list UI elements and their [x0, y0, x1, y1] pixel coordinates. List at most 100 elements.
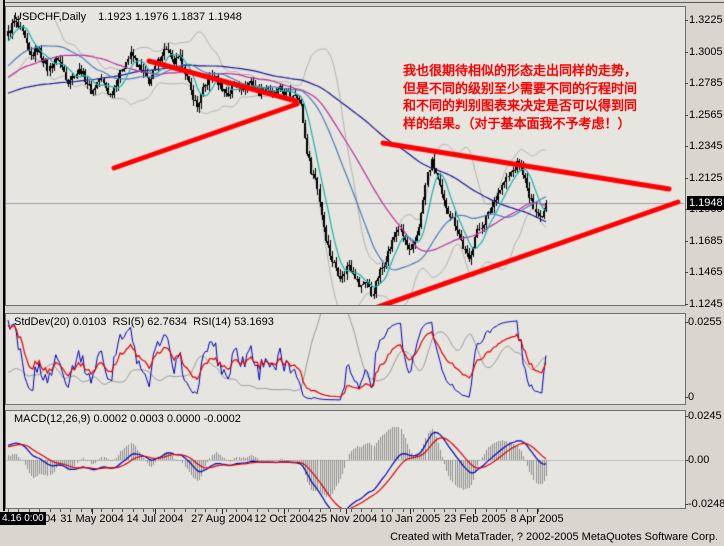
price-axis-label: 1.1465: [689, 266, 723, 278]
time-axis-major-tick: [92, 509, 93, 514]
time-axis-minor-tick: [527, 509, 528, 512]
macd-axis-max-label: 0.0245: [688, 410, 722, 422]
price-axis-label: 1.1245: [689, 298, 723, 310]
time-axis-minor-tick: [455, 509, 456, 512]
time-axis-minor-tick: [434, 509, 435, 512]
time-axis-minor-tick: [465, 509, 466, 512]
time-axis-minor-tick: [216, 509, 217, 512]
time-axis-minor-tick: [60, 509, 61, 512]
macd-axis-min-label: -0.0248: [688, 498, 724, 510]
time-axis-minor-tick: [351, 509, 352, 512]
time-axis-minor-tick: [413, 509, 414, 512]
time-axis-minor-tick: [133, 509, 134, 512]
time-axis-label: 14 Jul 2004: [126, 513, 184, 525]
time-axis-minor-tick: [486, 509, 487, 512]
time-axis-minor-tick: [247, 509, 248, 512]
window-frame-left: [3, 0, 5, 511]
price-axis-tick: [685, 209, 688, 210]
stddev-rsi-canvas[interactable]: [6, 314, 684, 404]
stddev-axis-zero-label: 0: [688, 391, 695, 403]
price-axis-tick: [685, 83, 688, 84]
time-axis-major-tick: [155, 509, 156, 514]
time-axis-minor-tick: [538, 509, 539, 512]
price-chart-canvas[interactable]: [6, 7, 684, 305]
price-axis-label: 1.2345: [689, 140, 723, 152]
time-axis-major-tick: [222, 509, 223, 514]
price-axis-label: 1.3005: [689, 46, 723, 58]
annotation-line: 但是不同的级别至少需要不同的行程时间: [403, 80, 638, 96]
macd-canvas[interactable]: [6, 411, 684, 508]
time-axis-minor-tick: [517, 509, 518, 512]
time-axis-minor-tick: [340, 509, 341, 512]
time-axis-minor-tick: [174, 509, 175, 512]
time-axis-minor-tick: [81, 509, 82, 512]
time-axis-minor-tick: [496, 509, 497, 512]
price-axis-tick: [685, 304, 688, 305]
time-axis-label: 8 Apr 2005: [510, 513, 564, 525]
current-price-box: 1.1948: [687, 196, 724, 210]
price-axis-label: 1.3225: [689, 14, 723, 26]
annotation-line: 和不同的判别图表来决定是否可以得到同: [403, 98, 638, 113]
price-axis-label: 1.2125: [689, 172, 723, 184]
time-axis-minor-tick: [50, 509, 51, 512]
time-axis-minor-tick: [143, 509, 144, 512]
time-axis-minor-tick: [39, 509, 40, 512]
time-axis-minor-tick: [423, 509, 424, 512]
price-axis-tick: [685, 178, 688, 179]
time-axis-minor-tick: [288, 509, 289, 512]
time-axis-minor-tick: [309, 509, 310, 512]
macd-panel[interactable]: MACD(12,26,9) 0.0002 0.0003 0.0000 -0.00…: [5, 410, 686, 509]
time-axis-minor-tick: [18, 509, 19, 512]
time-axis-major-tick: [346, 509, 347, 514]
time-axis-minor-tick: [112, 509, 113, 512]
symbol-period-label: USDCHF,Daily: [14, 11, 87, 23]
time-axis-minor-tick: [506, 509, 507, 512]
indicator-axis-tick: [685, 504, 688, 505]
price-axis-tick: [685, 241, 688, 242]
time-axis-minor-tick: [29, 509, 30, 512]
time-axis-minor-tick: [320, 509, 321, 512]
annotation-line: 样的结果。（对于基本面我不予考虑！）: [403, 115, 631, 131]
main-chart-panel[interactable]: USDCHF,Daily 1.1923 1.1976 1.1837 1.1948 …: [5, 6, 686, 306]
indicator-axis-tick: [685, 322, 688, 323]
time-axis-minor-tick: [330, 509, 331, 512]
price-axis-tick: [685, 52, 688, 53]
time-axis-minor-tick: [153, 509, 154, 512]
price-axis-tick: [685, 20, 688, 21]
annotation-line: 我也很期待相似的形态走出同样的走势，: [403, 63, 638, 78]
time-axis-minor-tick: [91, 509, 92, 512]
ohlc-quotes-label: 1.1923 1.1976 1.1837 1.1948: [98, 11, 242, 23]
time-axis-minor-tick: [70, 509, 71, 512]
time-axis-minor-tick: [278, 509, 279, 512]
time-axis-minor-tick: [444, 509, 445, 512]
time-axis-minor-tick: [164, 509, 165, 512]
time-axis-label: 12 Oct 2004: [254, 513, 314, 525]
time-axis-major-tick: [475, 509, 476, 514]
time-axis-major-tick: [410, 509, 411, 514]
time-axis-minor-tick: [185, 509, 186, 512]
indicator-axis-tick: [685, 397, 688, 398]
stddev-rsi-panel[interactable]: StdDev(20) 0.0103 RSI(5) 62.7634 RSI(14)…: [5, 313, 686, 405]
price-axis-label: 1.2785: [689, 77, 723, 89]
chart-title: USDCHF,Daily 1.1923 1.1976 1.1837 1.1948: [14, 11, 242, 23]
time-axis-label: 27 Aug 2004: [191, 513, 253, 525]
chinese-annotation: 我也很期待相似的形态走出同样的走势， 但是不同的级别至少需要不同的行程时间 和不同的…: [403, 62, 693, 132]
time-axis-minor-tick: [361, 509, 362, 512]
time-axis-minor-tick: [101, 509, 102, 512]
price-axis-tick: [685, 146, 688, 147]
crosshair-date-box: 4.16 0:00: [0, 512, 46, 525]
time-axis-minor-tick: [403, 509, 404, 512]
time-axis-major-tick: [284, 509, 285, 514]
macd-header: MACD(12,26,9) 0.0002 0.0003 0.0000 -0.00…: [14, 413, 241, 425]
time-axis-label: 10 Jan 2005: [379, 513, 441, 525]
price-axis-tick: [685, 115, 688, 116]
time-axis-minor-tick: [226, 509, 227, 512]
time-axis-label: 31 May 2004: [60, 513, 124, 525]
time-axis-label: 23 Feb 2005: [444, 513, 506, 525]
indicator-axis-tick: [685, 460, 688, 461]
time-axis-minor-tick: [257, 509, 258, 512]
time-axis-minor-tick: [371, 509, 372, 512]
price-axis-label: 1.2565: [689, 109, 723, 121]
time-axis-minor-tick: [392, 509, 393, 512]
time-axis-major-tick: [537, 509, 538, 514]
